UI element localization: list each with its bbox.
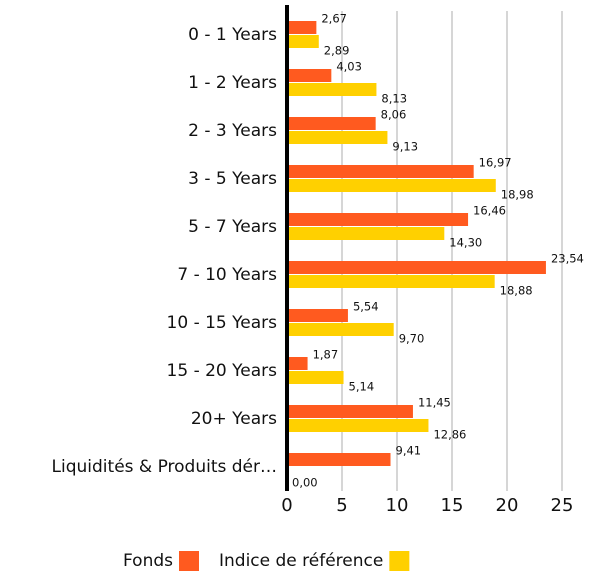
x-tick-label: 20 xyxy=(496,495,519,516)
value-label: 1,87 xyxy=(313,348,339,362)
value-label: 9,13 xyxy=(392,140,418,154)
bar xyxy=(287,453,391,466)
value-label: 4,03 xyxy=(336,60,362,74)
y-tick-label: 7 - 10 Years xyxy=(177,265,277,285)
x-tick-label: 25 xyxy=(551,495,574,516)
y-tick-label: 20+ Years xyxy=(191,409,277,429)
value-label: 16,97 xyxy=(479,156,512,170)
value-label: 18,88 xyxy=(500,284,533,298)
bar xyxy=(287,35,319,48)
value-label: 0,00 xyxy=(292,476,318,490)
bar xyxy=(287,83,377,96)
bar xyxy=(287,69,332,82)
y-tick-label: 0 - 1 Years xyxy=(188,25,277,45)
bar xyxy=(287,419,429,432)
bar xyxy=(287,309,348,322)
x-tick-label: 10 xyxy=(386,495,409,516)
value-label: 9,41 xyxy=(396,444,422,458)
bar xyxy=(287,227,445,240)
value-label: 16,46 xyxy=(473,204,506,218)
bar xyxy=(287,213,469,226)
y-tick-label: 10 - 15 Years xyxy=(167,313,278,333)
legend-swatch xyxy=(389,551,410,571)
bar xyxy=(287,21,317,34)
value-label: 12,86 xyxy=(433,428,466,442)
y-tick-label: 5 - 7 Years xyxy=(188,217,277,237)
y-tick-label: 1 - 2 Years xyxy=(188,73,277,93)
value-label: 14,30 xyxy=(449,236,482,250)
y-tick-label: 2 - 3 Years xyxy=(188,121,277,141)
value-label: 2,67 xyxy=(321,12,347,26)
y-tick-label: 3 - 5 Years xyxy=(188,169,277,189)
value-label: 11,45 xyxy=(418,396,451,410)
bar xyxy=(287,117,376,130)
bar xyxy=(287,131,388,144)
value-label: 9,70 xyxy=(399,332,425,346)
legend-swatch xyxy=(179,551,199,571)
legend-label: Indice de référence xyxy=(219,551,383,571)
y-tick-label: Liquidités & Produits dér… xyxy=(52,457,277,477)
bar xyxy=(287,165,474,178)
bar xyxy=(287,179,496,192)
value-label: 23,54 xyxy=(551,252,584,266)
x-tick-label: 15 xyxy=(441,495,464,516)
bar xyxy=(287,405,413,418)
value-label: 8,13 xyxy=(381,92,407,106)
bar xyxy=(287,275,495,288)
bar xyxy=(287,323,394,336)
legend-label: Fonds xyxy=(123,551,173,571)
value-label: 8,06 xyxy=(381,108,407,122)
value-label: 18,98 xyxy=(501,188,534,202)
x-tick-label: 5 xyxy=(336,495,347,516)
bar xyxy=(287,261,546,274)
bar xyxy=(287,371,344,384)
x-tick-label: 0 xyxy=(281,495,292,516)
value-label: 2,89 xyxy=(324,44,350,58)
value-label: 5,54 xyxy=(353,300,379,314)
bar xyxy=(287,357,308,370)
y-tick-label: 15 - 20 Years xyxy=(167,361,278,381)
value-label: 5,14 xyxy=(349,380,375,394)
